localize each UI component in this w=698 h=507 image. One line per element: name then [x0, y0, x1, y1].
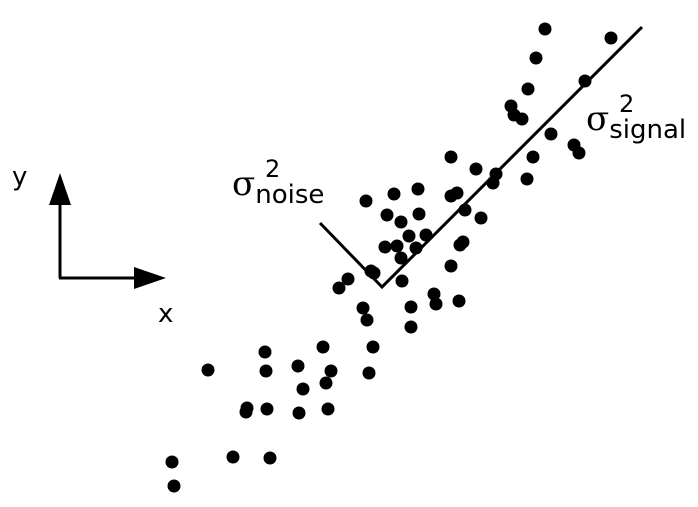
data-point — [444, 259, 458, 273]
data-point — [359, 194, 373, 208]
data-point — [515, 112, 529, 126]
data-point — [201, 363, 215, 377]
noise-superscript: 2 — [265, 155, 280, 183]
data-point — [412, 207, 426, 221]
data-point — [429, 297, 443, 311]
data-point — [394, 251, 408, 265]
data-point — [378, 240, 392, 254]
noise-variance-label: σnoise — [232, 164, 324, 210]
data-point — [167, 479, 181, 493]
data-point — [321, 402, 335, 416]
data-point — [404, 320, 418, 334]
axes-indicator: y x — [12, 162, 173, 329]
data-point — [529, 51, 543, 65]
noise-subscript: noise — [255, 180, 324, 210]
data-point — [316, 340, 330, 354]
data-point — [292, 406, 306, 420]
data-point — [520, 172, 534, 186]
y-axis-label: y — [12, 162, 27, 192]
data-point — [239, 405, 253, 419]
data-point — [356, 301, 370, 315]
signal-subscript: signal — [609, 115, 686, 145]
data-point — [427, 287, 441, 301]
data-point — [444, 150, 458, 164]
data-point — [263, 451, 277, 465]
signal-sigma: σ — [586, 99, 609, 139]
data-point — [165, 455, 179, 469]
data-point — [395, 274, 409, 288]
data-point — [474, 211, 488, 225]
data-point — [394, 215, 408, 229]
y-axis-arrowhead — [49, 173, 71, 205]
noise-sigma: σ — [232, 164, 255, 204]
data-point — [291, 359, 305, 373]
data-point — [521, 82, 535, 96]
data-point — [226, 450, 240, 464]
data-point — [324, 364, 338, 378]
data-point — [404, 300, 418, 314]
data-point — [296, 382, 310, 396]
data-point — [390, 239, 404, 253]
data-point — [402, 229, 416, 243]
data-point — [604, 31, 618, 45]
signal-superscript: 2 — [619, 90, 634, 118]
data-point — [526, 150, 540, 164]
scatter-points — [165, 22, 618, 493]
data-point — [341, 272, 355, 286]
data-point — [411, 182, 425, 196]
data-point — [332, 281, 346, 295]
data-point — [572, 146, 586, 160]
x-axis-label: x — [158, 299, 173, 329]
data-point — [259, 364, 273, 378]
x-axis-arrowhead — [134, 267, 166, 289]
data-point — [319, 376, 333, 390]
data-point — [258, 345, 272, 359]
data-point — [452, 294, 466, 308]
data-point — [366, 340, 380, 354]
data-point — [380, 208, 394, 222]
data-point — [538, 22, 552, 36]
data-point — [360, 313, 374, 327]
data-point — [469, 162, 483, 176]
data-point — [453, 238, 467, 252]
component-lines — [318, 25, 644, 290]
signal-variance-label: σsignal — [586, 99, 686, 145]
data-point — [444, 189, 458, 203]
data-point — [578, 74, 592, 88]
data-point — [260, 402, 274, 416]
data-point — [387, 187, 401, 201]
signal-and-noise-axes — [318, 25, 644, 290]
data-point — [362, 366, 376, 380]
data-point — [544, 127, 558, 141]
